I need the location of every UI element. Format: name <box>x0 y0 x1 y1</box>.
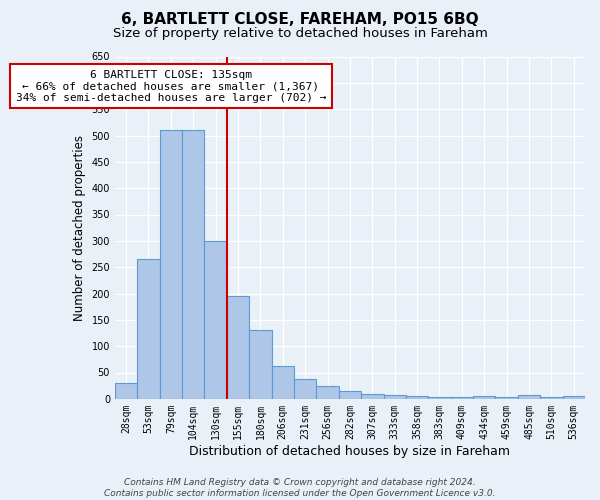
Bar <box>316 386 339 399</box>
Bar <box>182 130 205 399</box>
Bar <box>383 394 406 399</box>
Bar <box>227 296 249 399</box>
Bar <box>563 396 585 399</box>
Bar <box>540 396 563 399</box>
Bar <box>160 130 182 399</box>
Bar <box>496 396 518 399</box>
Bar <box>272 366 294 399</box>
Bar <box>428 396 451 399</box>
Bar <box>518 394 540 399</box>
Bar <box>451 396 473 399</box>
Bar <box>361 394 383 399</box>
Bar <box>473 396 496 399</box>
Text: 6, BARTLETT CLOSE, FAREHAM, PO15 6BQ: 6, BARTLETT CLOSE, FAREHAM, PO15 6BQ <box>121 12 479 28</box>
X-axis label: Distribution of detached houses by size in Fareham: Distribution of detached houses by size … <box>190 444 511 458</box>
Bar <box>137 260 160 399</box>
Bar <box>115 383 137 399</box>
Text: 6 BARTLETT CLOSE: 135sqm
← 66% of detached houses are smaller (1,367)
34% of sem: 6 BARTLETT CLOSE: 135sqm ← 66% of detach… <box>16 70 326 103</box>
Text: Size of property relative to detached houses in Fareham: Size of property relative to detached ho… <box>113 28 487 40</box>
Text: Contains HM Land Registry data © Crown copyright and database right 2024.
Contai: Contains HM Land Registry data © Crown c… <box>104 478 496 498</box>
Bar <box>339 391 361 399</box>
Bar <box>249 330 272 399</box>
Y-axis label: Number of detached properties: Number of detached properties <box>73 134 86 320</box>
Bar <box>406 396 428 399</box>
Bar <box>205 241 227 399</box>
Bar <box>294 379 316 399</box>
